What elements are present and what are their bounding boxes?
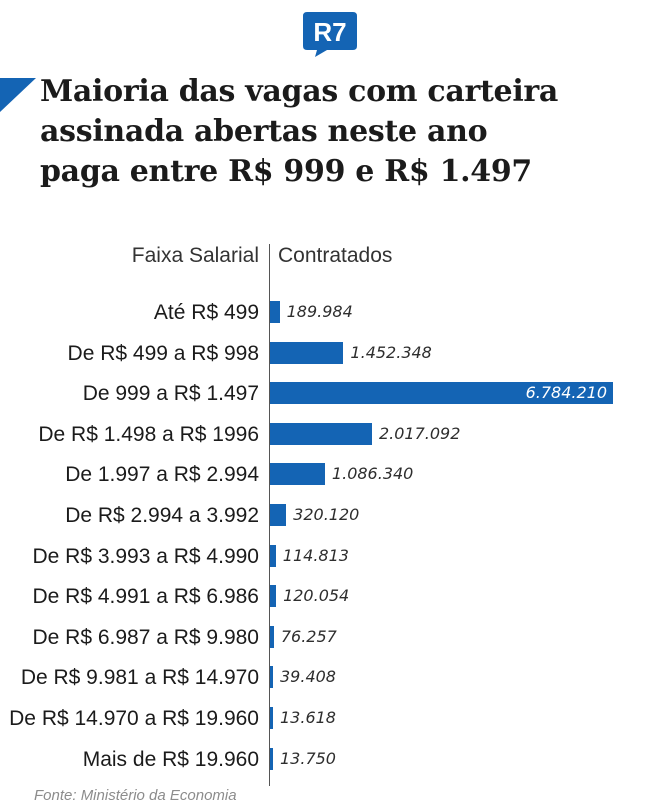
value-label: 189.984 [286, 302, 353, 321]
category-label: De 1.997 a R$ 2.994 [65, 463, 259, 487]
bar [270, 585, 277, 608]
category-label: Até R$ 499 [153, 301, 259, 324]
headline-line-1: Maioria das vagas com carteira [40, 74, 559, 109]
bar [270, 382, 613, 405]
bar [270, 301, 280, 323]
value-label: 1.086.340 [331, 464, 414, 484]
bar [270, 625, 274, 648]
category-label: De R$ 6.987 a R$ 9.980 [32, 625, 260, 649]
bar [270, 707, 273, 729]
value-label: 76.257 [280, 626, 337, 646]
category-label: De R$ 1.498 a R$ 1996 [38, 422, 259, 446]
value-label: 6.784.210 [525, 383, 607, 403]
logo-text: R7 [313, 17, 346, 47]
category-label: De R$ 2.994 a 3.992 [65, 504, 259, 527]
corner-triangle [0, 78, 36, 112]
value-header: Contratados [278, 244, 393, 267]
value-label: 13.750 [280, 748, 336, 768]
category-header: Faixa Salarial [131, 244, 259, 267]
value-label: 2.017.092 [378, 423, 461, 443]
headline-line-3: paga entre R$ 999 e R$ 1.497 [40, 154, 533, 189]
category-label: De R$ 14.970 a R$ 19.960 [9, 707, 259, 730]
axis-line [269, 244, 270, 786]
value-label: 1.452.348 [350, 342, 432, 362]
category-label: De R$ 9.981 a R$ 14.970 [20, 666, 259, 690]
bar [270, 504, 287, 526]
value-label: 320.120 [293, 505, 360, 524]
bar [270, 422, 372, 445]
value-label: 120.054 [283, 586, 350, 606]
category-label: De R$ 499 a R$ 998 [67, 341, 259, 365]
value-label: 39.408 [280, 667, 336, 687]
value-label: 13.618 [280, 708, 336, 727]
category-label: Mais de R$ 19.960 [82, 747, 259, 771]
category-label: De R$ 4.991 a R$ 6.986 [32, 585, 260, 609]
category-label: De R$ 3.993 a R$ 4.990 [32, 544, 260, 568]
bar [270, 747, 273, 770]
bar [270, 463, 325, 486]
headline-line-2: assinada abertas neste ano [40, 114, 488, 149]
bar [270, 666, 273, 689]
bar [270, 544, 276, 567]
category-label: De 999 a R$ 1.497 [82, 382, 259, 406]
bar [270, 341, 344, 364]
value-label: 114.813 [282, 545, 349, 565]
headline: Maioria das vagas com carteira assinada … [40, 72, 640, 192]
r7-logo: R7 [303, 12, 357, 57]
source-note: Fonte: Ministério da Economia [34, 787, 237, 804]
